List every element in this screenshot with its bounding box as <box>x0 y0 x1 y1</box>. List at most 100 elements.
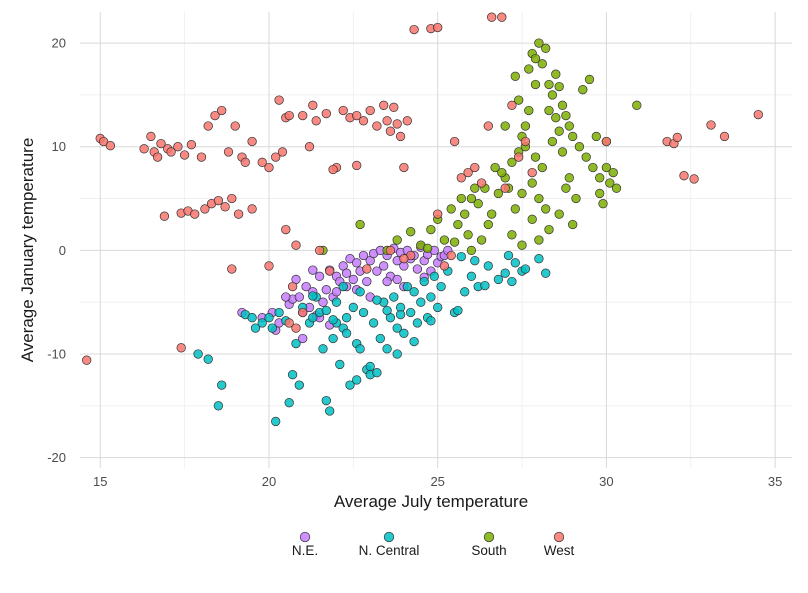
point-south <box>534 38 544 48</box>
x-tick-label: 20 <box>262 474 276 489</box>
x-axis-title: Average July temperature <box>334 492 528 511</box>
point-west <box>321 108 331 119</box>
point-west <box>433 22 443 33</box>
point-n-central <box>392 349 402 359</box>
point-n-central <box>308 291 318 301</box>
point-west <box>308 100 318 110</box>
point-south <box>456 193 466 204</box>
point-n-central <box>375 333 385 344</box>
point-south <box>510 204 520 214</box>
point-south <box>466 193 477 204</box>
point-south <box>520 121 531 131</box>
point-n-e <box>412 264 423 274</box>
legend-key-marker <box>383 531 395 543</box>
y-tick-label: 10 <box>52 139 66 154</box>
point-n-central <box>274 307 284 318</box>
point-west <box>271 152 281 162</box>
point-n-central <box>284 398 294 408</box>
point-south <box>453 219 463 230</box>
point-west <box>449 136 460 147</box>
x-tick-label: 15 <box>93 474 107 489</box>
point-south <box>530 53 541 64</box>
point-west <box>520 136 531 147</box>
point-n-central <box>338 281 348 292</box>
point-west <box>500 183 510 193</box>
x-tick-label: 25 <box>430 474 444 489</box>
point-n-e <box>345 254 355 264</box>
point-n-central <box>382 305 392 316</box>
point-south <box>392 235 402 245</box>
point-west <box>527 167 537 178</box>
point-n-central <box>341 328 352 338</box>
point-west <box>291 323 301 333</box>
point-n-central <box>392 323 402 333</box>
point-n-central <box>271 416 281 427</box>
point-n-central <box>291 338 301 349</box>
point-south <box>561 110 571 121</box>
point-west <box>399 162 409 173</box>
point-west <box>240 157 250 167</box>
legend: N.E. N. Central South West <box>292 531 574 558</box>
point-west <box>463 167 473 178</box>
point-west <box>719 131 730 142</box>
point-west <box>298 307 308 318</box>
point-west <box>227 264 237 274</box>
point-n-central <box>426 316 436 326</box>
point-south <box>557 100 568 110</box>
point-n-central <box>308 313 318 323</box>
point-south <box>541 204 551 214</box>
point-west <box>179 150 190 160</box>
point-west <box>753 109 763 120</box>
y-tick-label: -20 <box>47 450 66 465</box>
point-south <box>527 214 537 224</box>
point-south <box>568 131 578 142</box>
point-n-central <box>480 280 490 291</box>
point-west <box>139 144 149 154</box>
point-n-central <box>436 281 446 292</box>
point-west <box>98 136 109 147</box>
point-n-central <box>331 297 342 307</box>
point-west <box>264 261 274 271</box>
point-n-central <box>493 274 504 285</box>
point-n-central <box>250 323 261 333</box>
point-south <box>355 219 365 230</box>
point-south <box>595 173 605 183</box>
point-n-central <box>419 276 429 287</box>
point-n-central <box>382 344 392 354</box>
point-west <box>186 140 197 150</box>
point-west <box>159 211 170 221</box>
point-west <box>392 119 402 129</box>
point-n-central <box>352 375 362 385</box>
point-south <box>551 113 561 123</box>
point-south <box>537 59 547 69</box>
point-n-central <box>318 344 328 354</box>
point-south <box>551 69 561 79</box>
point-n-central <box>257 318 267 328</box>
point-west <box>497 12 507 22</box>
point-n-central <box>399 328 409 338</box>
point-west <box>196 152 207 162</box>
point-n-central <box>389 292 399 302</box>
point-n-central <box>409 287 419 297</box>
point-west <box>311 116 321 126</box>
point-n-e <box>294 292 304 302</box>
point-n-central <box>416 297 426 307</box>
point-south <box>557 147 568 157</box>
point-west <box>352 160 362 171</box>
x-tick-label: 30 <box>599 474 613 489</box>
point-south <box>571 193 581 204</box>
point-south <box>605 178 615 188</box>
point-south <box>541 43 551 53</box>
point-n-central <box>395 309 406 320</box>
point-south <box>517 188 527 199</box>
point-south <box>439 235 450 245</box>
point-n-central <box>267 323 277 333</box>
point-n-e <box>281 292 291 302</box>
point-n-central <box>365 361 375 372</box>
point-west <box>314 245 325 256</box>
point-west <box>672 132 682 143</box>
point-n-central <box>321 395 331 406</box>
point-n-central <box>534 254 544 264</box>
point-n-central <box>402 281 412 292</box>
